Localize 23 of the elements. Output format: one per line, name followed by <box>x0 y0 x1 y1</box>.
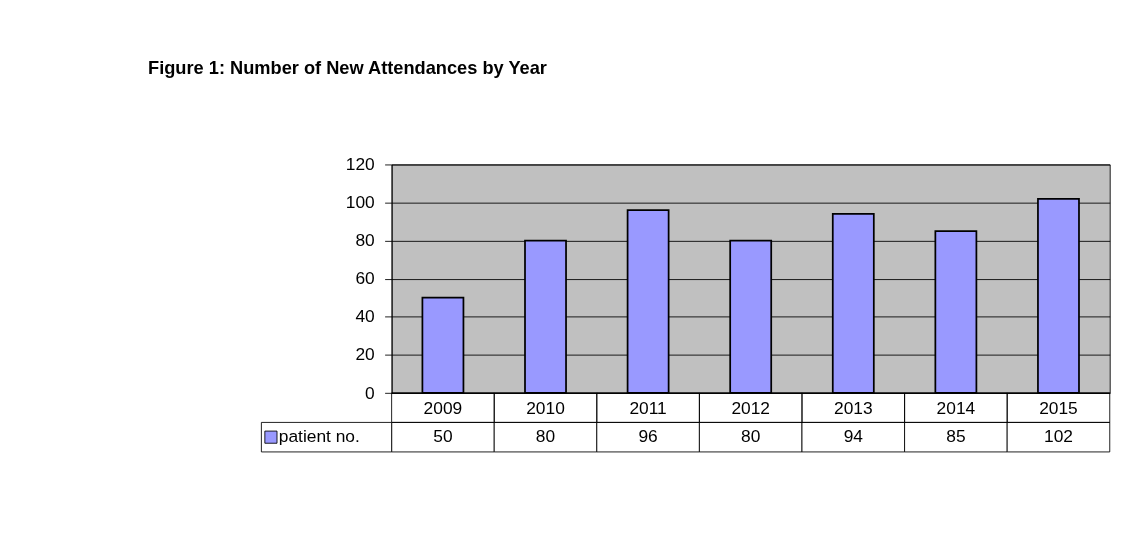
data-label: 80 <box>535 426 556 447</box>
x-tick-label: 2010 <box>526 398 565 419</box>
data-label: 102 <box>1043 426 1073 447</box>
x-tick-label: 2012 <box>731 398 771 419</box>
x-tick-label: 2015 <box>1039 398 1078 419</box>
data-label: 85 <box>946 426 966 447</box>
data-label: 80 <box>741 426 761 447</box>
legend-label: patient no. <box>278 426 360 447</box>
chart-title: Figure 1: Number of New Attendances by Year <box>148 56 547 78</box>
y-tick-label: 60 <box>355 268 375 289</box>
x-tick-label: 2009 <box>423 398 463 419</box>
x-tick-label: 2014 <box>936 398 976 419</box>
y-tick-label: 100 <box>345 192 375 213</box>
data-label: 50 <box>433 426 453 447</box>
y-tick-label: 80 <box>355 230 375 251</box>
y-tick-label: 120 <box>345 154 375 175</box>
y-tick-label: 20 <box>355 344 375 365</box>
data-label: 96 <box>638 426 658 447</box>
y-tick-label: 0 <box>365 382 375 403</box>
y-tick-label: 40 <box>355 306 375 327</box>
x-tick-label: 2011 <box>629 398 667 419</box>
data-label: 94 <box>843 426 864 447</box>
x-tick-label: 2013 <box>833 398 873 419</box>
